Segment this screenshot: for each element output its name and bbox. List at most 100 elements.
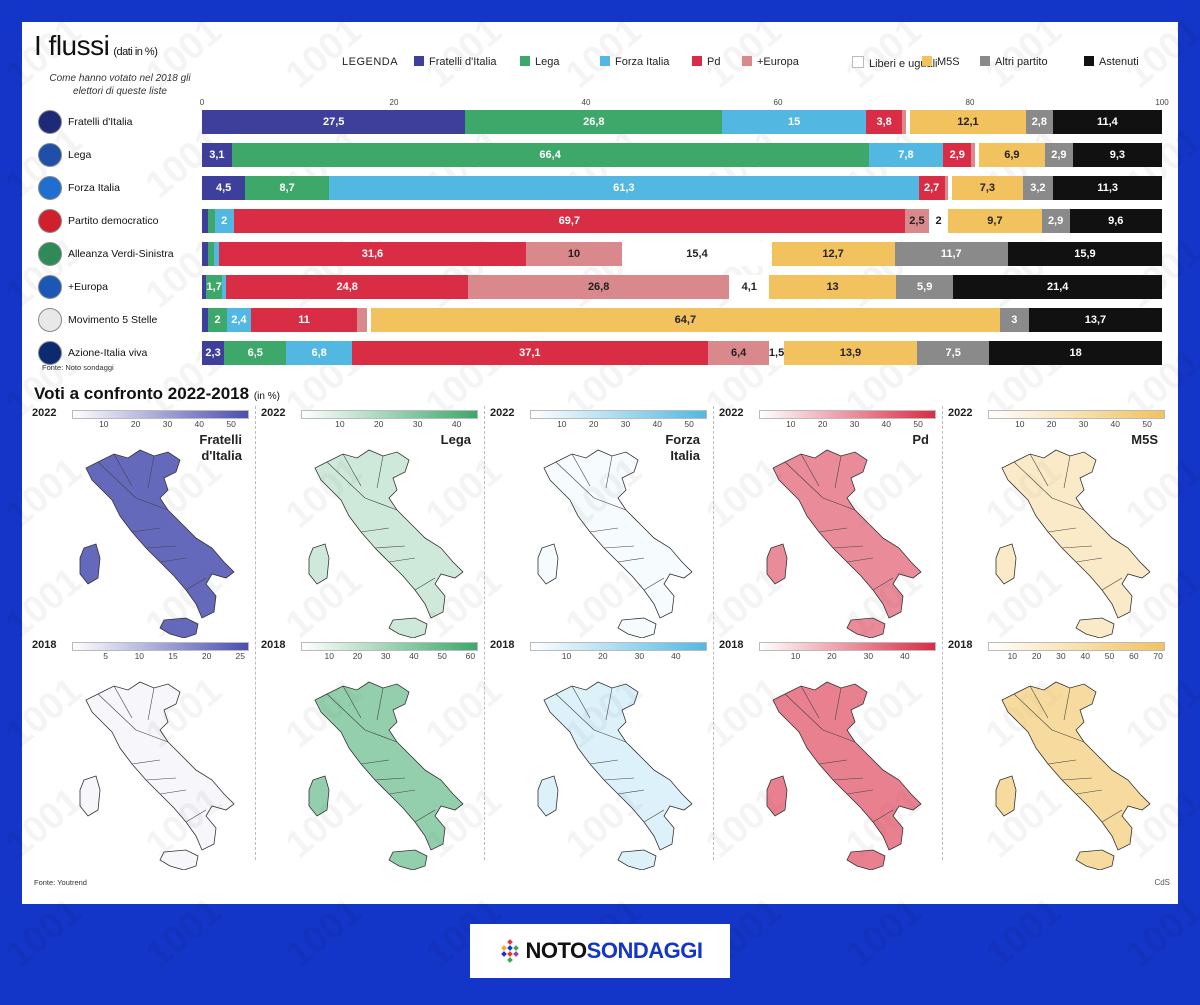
axis-tick-label: 80 <box>965 98 975 107</box>
party-name: Partito democratico <box>68 215 159 227</box>
bar-segment: 7,8 <box>868 143 944 167</box>
scale-tick-label: 20 <box>201 651 212 661</box>
map-column-divider <box>484 406 485 860</box>
bar-segment: 15 <box>722 110 866 134</box>
legend-label: +Europa <box>757 56 799 68</box>
bar-value-label: 37,1 <box>519 347 541 359</box>
legend-label: M5S <box>937 56 960 68</box>
party-row-label: Partito democratico <box>38 209 158 233</box>
legend-swatch <box>520 56 530 66</box>
scale-tick-label: 40 <box>451 419 462 429</box>
watermark-text: 1001 <box>978 890 1070 977</box>
axis-tick-label: 20 <box>389 98 399 107</box>
legend-label: Pd <box>707 56 721 68</box>
map-party-label: Fratelli d'Italia <box>199 432 242 464</box>
legend-item: Lega <box>520 56 559 68</box>
italy-map <box>537 449 693 638</box>
bar-segment <box>902 110 907 134</box>
bar-value-label: 2,5 <box>909 215 925 227</box>
mainland-shape <box>543 449 693 619</box>
legend-swatch <box>414 56 424 66</box>
map-party-label: M5S <box>1131 432 1158 448</box>
scale-tick-label: 30 <box>1056 651 1066 661</box>
watermark-text: 1001 <box>558 10 650 97</box>
scale-tick-label: 30 <box>412 419 423 429</box>
italy-map <box>995 449 1151 638</box>
map-party-label-line: Pd <box>912 432 929 447</box>
legend-item: Forza Italia <box>600 56 669 68</box>
party-logo-icon <box>38 275 62 299</box>
mainland-shape <box>772 449 922 619</box>
bar-value-label: 9,6 <box>1108 215 1124 227</box>
bar-value-label: 26,8 <box>583 116 605 128</box>
legend-swatch <box>600 56 610 66</box>
bar-value-label: 4,1 <box>741 281 757 293</box>
bar-segment: 13,7 <box>1028 308 1162 332</box>
color-scale-bar <box>530 410 707 419</box>
legend-label: Astenuti <box>1099 56 1139 68</box>
scale-tick-label: 10 <box>1015 419 1025 429</box>
scale-tick-label: 30 <box>863 651 874 661</box>
bar-segment: 8,7 <box>245 176 329 200</box>
region-borders <box>784 453 894 591</box>
scale-tick-label: 50 <box>913 419 923 429</box>
sardinia-shape <box>308 775 330 817</box>
bar-segment: 7,3 <box>952 176 1023 200</box>
maps-title: Voti a confronto 2022-2018 (in %) <box>34 384 280 403</box>
legend-label: Forza Italia <box>615 56 670 68</box>
bar-value-label: 2 <box>935 215 942 227</box>
bar-segment: 2,5 <box>904 209 929 233</box>
bar-value-label: 2,9 <box>949 149 965 161</box>
sicily-shape <box>159 617 199 638</box>
scale-tick-label: 50 <box>437 651 447 661</box>
bar-value-label: 7,8 <box>898 149 914 161</box>
map-party-label: Pd <box>912 432 929 448</box>
map-year-label: 2018 <box>948 639 973 651</box>
sicily-shape <box>159 849 199 870</box>
party-logo-icon <box>38 308 62 332</box>
bar-value-label: 15,4 <box>686 248 708 260</box>
bar-value-label: 2,4 <box>231 314 247 326</box>
bar-segment: 2,9 <box>1041 209 1070 233</box>
legend-label: Fratelli d'Italia <box>429 56 497 68</box>
bar-segment <box>971 143 975 167</box>
bar-segment: 1,7 <box>205 275 223 299</box>
scale-tick-label: 30 <box>634 651 645 661</box>
bar-segment: 69,7 <box>233 209 905 233</box>
map-party-label-line: M5S <box>1131 432 1158 447</box>
watermark-text: 1001 <box>0 890 90 977</box>
scale-tick-label: 50 <box>226 419 236 429</box>
scale-tick-label: 10 <box>561 651 572 661</box>
sardinia-shape <box>766 543 788 585</box>
scale-tick-label: 40 <box>671 651 681 661</box>
bar-segment: 3 <box>999 308 1029 332</box>
map-party-label-line: d'Italia <box>201 448 242 463</box>
bar-value-label: 6,5 <box>247 347 263 359</box>
party-row-label: Azione-Italia viva <box>38 341 147 365</box>
map-cell: 2022 10 20 30 40 Lega <box>259 406 483 638</box>
bar-value-label: 7,5 <box>945 347 961 359</box>
bar-value-label: 2,8 <box>1031 116 1047 128</box>
color-scale-bar <box>72 410 249 419</box>
bar-value-label: 11,3 <box>1097 182 1119 194</box>
scale-tick-label: 40 <box>1110 419 1120 429</box>
region-borders <box>97 685 207 823</box>
infographic-panel: 1001100110011001100110011001100110011001… <box>0 10 1200 977</box>
bar-value-label: 27,5 <box>323 116 345 128</box>
region-borders <box>326 685 436 823</box>
bar-value-label: 12,7 <box>822 248 844 260</box>
bar-segment: 2,4 <box>227 308 251 332</box>
bar-segment <box>207 242 214 266</box>
map-column-divider <box>942 406 943 860</box>
bar-value-label: 11,7 <box>940 248 962 260</box>
mainland-shape <box>772 681 922 851</box>
sardinia-shape <box>766 775 788 817</box>
bar-segment: 15,4 <box>622 242 772 266</box>
sicily-shape <box>846 849 886 870</box>
scale-tick-label: 10 <box>786 419 796 429</box>
mainland-shape <box>85 681 235 851</box>
bar-value-label: 18 <box>1069 347 1082 359</box>
bar-segment <box>202 275 206 299</box>
map-year-label: 2018 <box>32 639 57 651</box>
region-borders <box>97 453 207 591</box>
